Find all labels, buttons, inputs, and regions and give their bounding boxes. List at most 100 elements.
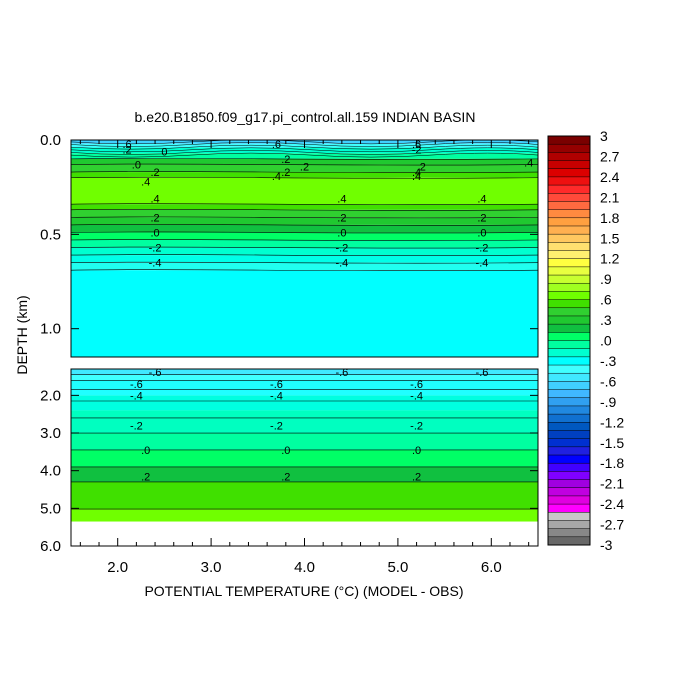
colorbar-label: .3 [600,312,612,328]
colorbar-label: 2.4 [600,169,620,185]
contour-label: .0 [412,445,421,457]
contour-line [70,142,539,147]
colorbar-swatch [548,201,590,210]
colorbar-swatch [548,520,590,529]
y-tick-label: 4.0 [40,463,61,480]
contour-line [70,152,539,158]
contour-label: .0 [477,227,486,239]
contour-line [70,208,539,211]
colorbar-swatch [548,463,590,472]
contour-label: .0 [150,227,159,239]
band [71,449,538,467]
contour-label: -.4 [476,258,489,270]
colorbar-label: 3 [600,128,608,144]
colorbar-swatch [548,389,590,399]
band [71,232,538,241]
x-axis-label: POTENTIAL TEMPERATURE (°C) (MODEL - OBS) [144,583,463,599]
contour-label: -.6 [335,367,348,379]
colorbar-swatch [548,356,590,366]
contour-line [70,224,539,226]
colorbar-swatch [548,365,590,374]
y-tick-label: 6.0 [40,538,61,555]
contour-label: .2 [337,212,346,224]
contour-label: .4 [524,158,533,170]
contour-label: .0 [141,445,150,457]
contour-line [70,147,539,153]
contour-line [70,203,539,206]
band [71,262,538,271]
colorbar-label: -1.8 [600,455,624,471]
colorbar-frame [547,135,591,546]
x-tick-label: 3.0 [201,559,222,576]
contour-line [70,150,539,155]
colorbar-swatch [548,340,590,349]
band [71,369,538,375]
contour-label: .2 [141,471,150,483]
colorbar-swatch [548,446,590,456]
colorbar-swatch [548,291,590,300]
chart-title: b.e20.B1850.f09_g17.pi_control.all.159 I… [135,109,476,125]
colorbar-swatch [548,136,590,145]
y-tick-label: 1.0 [40,321,61,338]
contour-line [70,239,539,241]
band [71,172,538,178]
colorbar: 3 2.7 2.4 2.1 1.8 1.5 1.2 .9 .6 .3 .0 -.3 -.6 -.9 -1.2… [547,128,624,553]
contour-label: .2 [281,167,290,179]
x-tick-label: 4.0 [294,559,315,576]
colorbar-swatch [548,422,590,431]
x-tick-label: 5.0 [387,559,408,576]
contour-label: .4 [412,167,421,179]
band [71,164,538,173]
contour-label: .6 [412,139,421,151]
band [71,395,538,411]
contour-label: -.6 [476,367,489,379]
band [71,217,538,225]
colorbar-swatch [548,536,590,546]
contour-label: .4 [141,177,150,189]
y-tick-label: 3.0 [40,425,61,442]
contour-label: -.6 [270,379,283,391]
top-panel [70,139,539,357]
colorbar-label: -.3 [600,353,617,369]
colorbar-swatch [548,275,590,284]
colorbar-swatch [548,234,590,243]
y-axis-label: DEPTH (km) [14,295,30,374]
colorbar-swatch [548,430,590,439]
colorbar-label: -3 [600,537,613,553]
contour-label: 0 [161,146,167,158]
contour-label: .4 [412,171,421,183]
band [71,224,538,233]
colorbar-swatch [548,487,590,497]
contour-label: -.4 [270,390,283,402]
contour-label: -.4 [149,258,162,270]
band [71,433,538,450]
contour-label: .4 [337,193,346,205]
band [71,374,538,381]
contour-label: -.6 [149,367,162,379]
x-tick-label: 6.0 [481,559,502,576]
contour-label: -.4 [130,390,143,402]
bottom-panel [71,369,538,522]
colorbar-label: 2.7 [600,148,620,164]
contour-label: .6 [122,139,131,151]
colorbar-label: -1.5 [600,435,624,451]
colorbar-swatch [548,405,590,415]
colorbar-label: -1.2 [600,414,624,430]
colorbar-swatch [548,332,590,341]
contour-label: -.2 [476,243,489,255]
colorbar-swatch [548,381,590,390]
y-tick-label: 0.0 [40,132,61,149]
contour-label: .2 [150,212,159,224]
band [71,247,538,256]
colorbar-swatch [548,315,590,325]
colorbar-swatch [548,283,590,292]
colorbar-label: 1.2 [600,251,620,267]
contour-line [70,261,539,264]
contour-label: .6 [272,139,281,151]
colorbar-swatch [548,397,590,407]
colorbar-swatch [548,242,590,251]
contour-label: .4 [272,171,281,183]
colorbar-label: .6 [600,292,612,308]
contour-label: .0 [132,160,141,172]
colorbar-label: -2.1 [600,476,624,492]
